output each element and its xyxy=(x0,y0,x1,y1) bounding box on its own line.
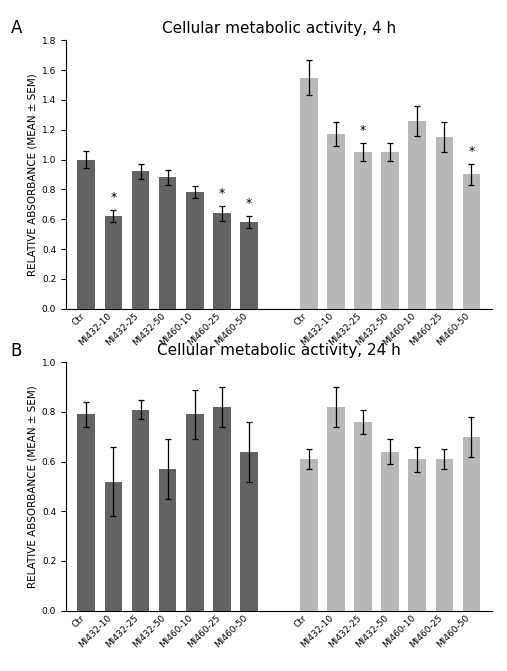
Text: *: * xyxy=(360,124,366,137)
Bar xyxy=(354,422,372,611)
Bar xyxy=(327,407,345,611)
Bar xyxy=(354,152,372,309)
Bar xyxy=(300,459,317,611)
Text: *: * xyxy=(219,187,225,200)
Bar xyxy=(104,482,122,611)
Bar xyxy=(381,452,399,611)
Bar xyxy=(240,222,258,309)
Text: *: * xyxy=(468,145,475,158)
Bar xyxy=(408,459,426,611)
Bar xyxy=(381,152,399,309)
Title: Cellular metabolic activity, 4 h: Cellular metabolic activity, 4 h xyxy=(162,21,396,36)
Bar xyxy=(300,78,317,309)
Bar xyxy=(462,437,480,611)
Bar xyxy=(462,174,480,309)
Bar xyxy=(213,213,231,309)
Bar xyxy=(408,121,426,309)
Y-axis label: RELATIVE ABSORBANCE (MEAN ± SEM): RELATIVE ABSORBANCE (MEAN ± SEM) xyxy=(28,385,38,588)
Bar xyxy=(186,193,204,309)
Y-axis label: RELATIVE ABSORBANCE (MEAN ± SEM): RELATIVE ABSORBANCE (MEAN ± SEM) xyxy=(28,73,38,276)
Bar xyxy=(327,134,345,309)
Bar xyxy=(78,415,95,611)
Bar xyxy=(159,469,176,611)
Bar xyxy=(132,409,150,611)
Bar xyxy=(132,172,150,309)
Text: *: * xyxy=(246,197,252,210)
Text: B: B xyxy=(11,342,22,360)
Text: HEPATOCYTE MONO-CULTURE: HEPATOCYTE MONO-CULTURE xyxy=(91,427,245,437)
Bar xyxy=(436,459,453,611)
Bar xyxy=(240,452,258,611)
Bar xyxy=(186,415,204,611)
Bar xyxy=(78,160,95,309)
Title: Cellular metabolic activity, 24 h: Cellular metabolic activity, 24 h xyxy=(157,344,401,358)
Bar xyxy=(436,137,453,309)
Text: A: A xyxy=(11,19,22,37)
Bar xyxy=(104,216,122,309)
Bar xyxy=(159,177,176,309)
Text: *: * xyxy=(110,191,117,204)
Text: HEPATOCYTE–NP CELL CO-CULTURE: HEPATOCYTE–NP CELL CO-CULTURE xyxy=(298,427,482,437)
Bar xyxy=(213,407,231,611)
